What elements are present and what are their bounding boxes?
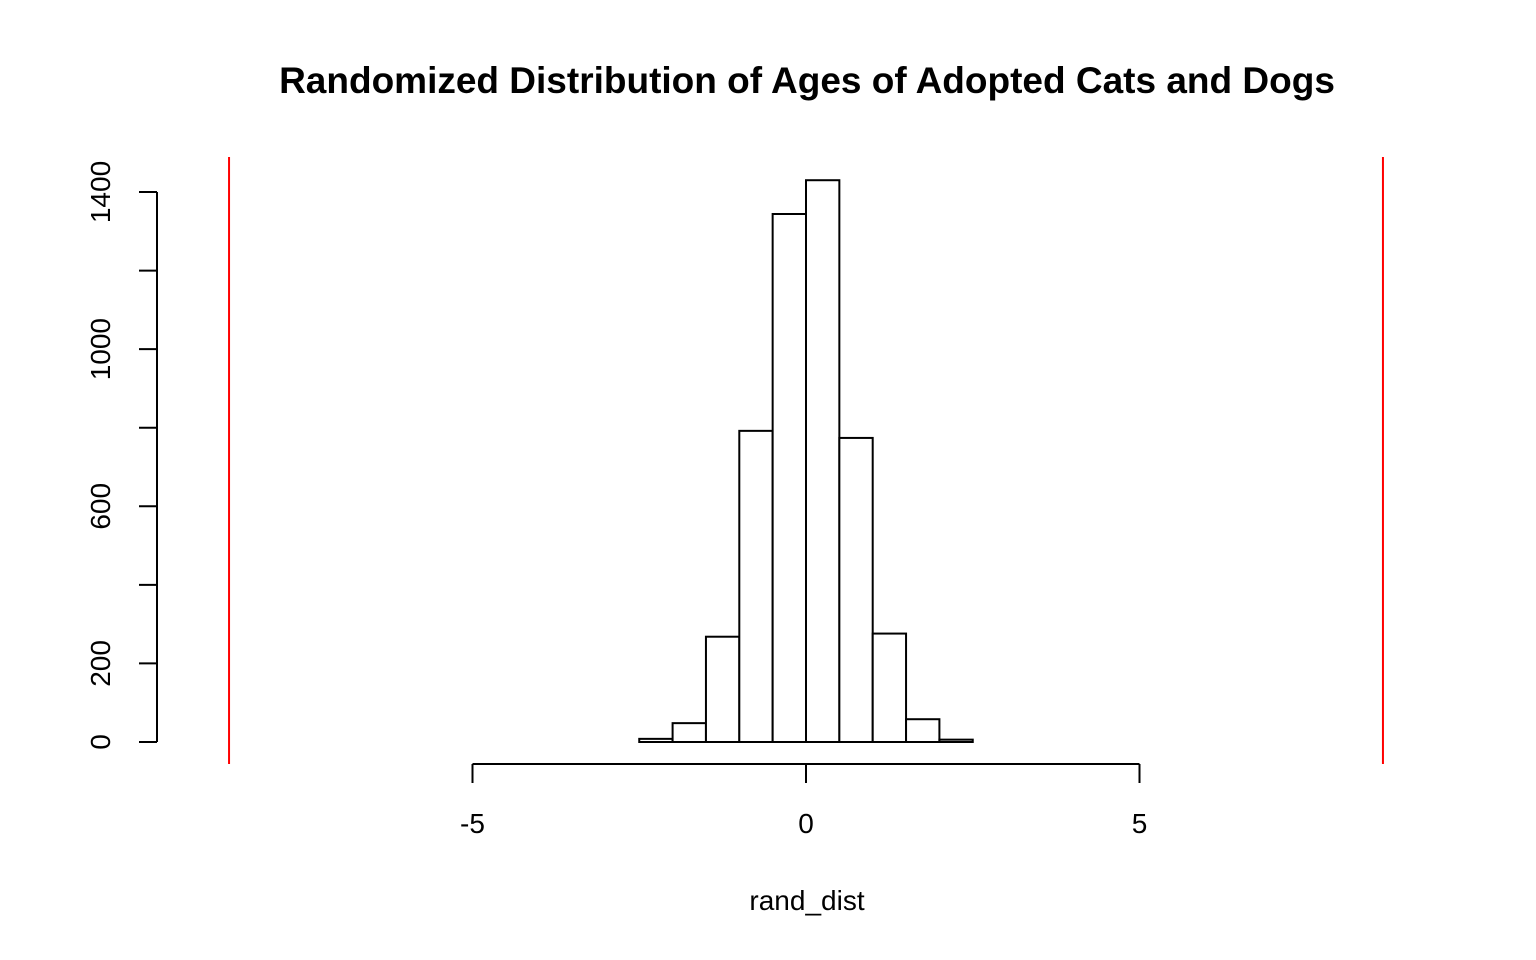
histogram-bar <box>871 632 908 743</box>
histogram-bars <box>638 179 974 744</box>
x-tick-label: -5 <box>460 808 485 839</box>
y-tick-label: 200 <box>85 640 116 687</box>
y-tick-label: 1000 <box>85 318 116 380</box>
histogram-bar <box>805 179 841 743</box>
histogram-bar <box>738 429 774 743</box>
y-tick-label: 1400 <box>85 161 116 223</box>
histogram-bar <box>771 213 808 743</box>
histogram-bar <box>838 436 874 743</box>
histogram-bar <box>638 737 674 743</box>
chart-title: Randomized Distribution of Ages of Adopt… <box>279 60 1335 101</box>
histogram-bar <box>938 738 974 744</box>
y-tick-label: 600 <box>85 483 116 530</box>
histogram-bar <box>671 722 707 744</box>
x-axis: -5 0 5 <box>460 763 1148 839</box>
x-tick-label: 0 <box>798 808 814 839</box>
x-axis-label: rand_dist <box>749 885 864 916</box>
y-axis: 0 200 600 1000 1400 <box>85 161 158 750</box>
y-tick-label: 0 <box>85 734 116 750</box>
x-tick-label: 5 <box>1132 808 1148 839</box>
histogram-bar <box>905 718 941 744</box>
reference-lines <box>228 157 1384 764</box>
histogram-bar <box>704 635 741 744</box>
